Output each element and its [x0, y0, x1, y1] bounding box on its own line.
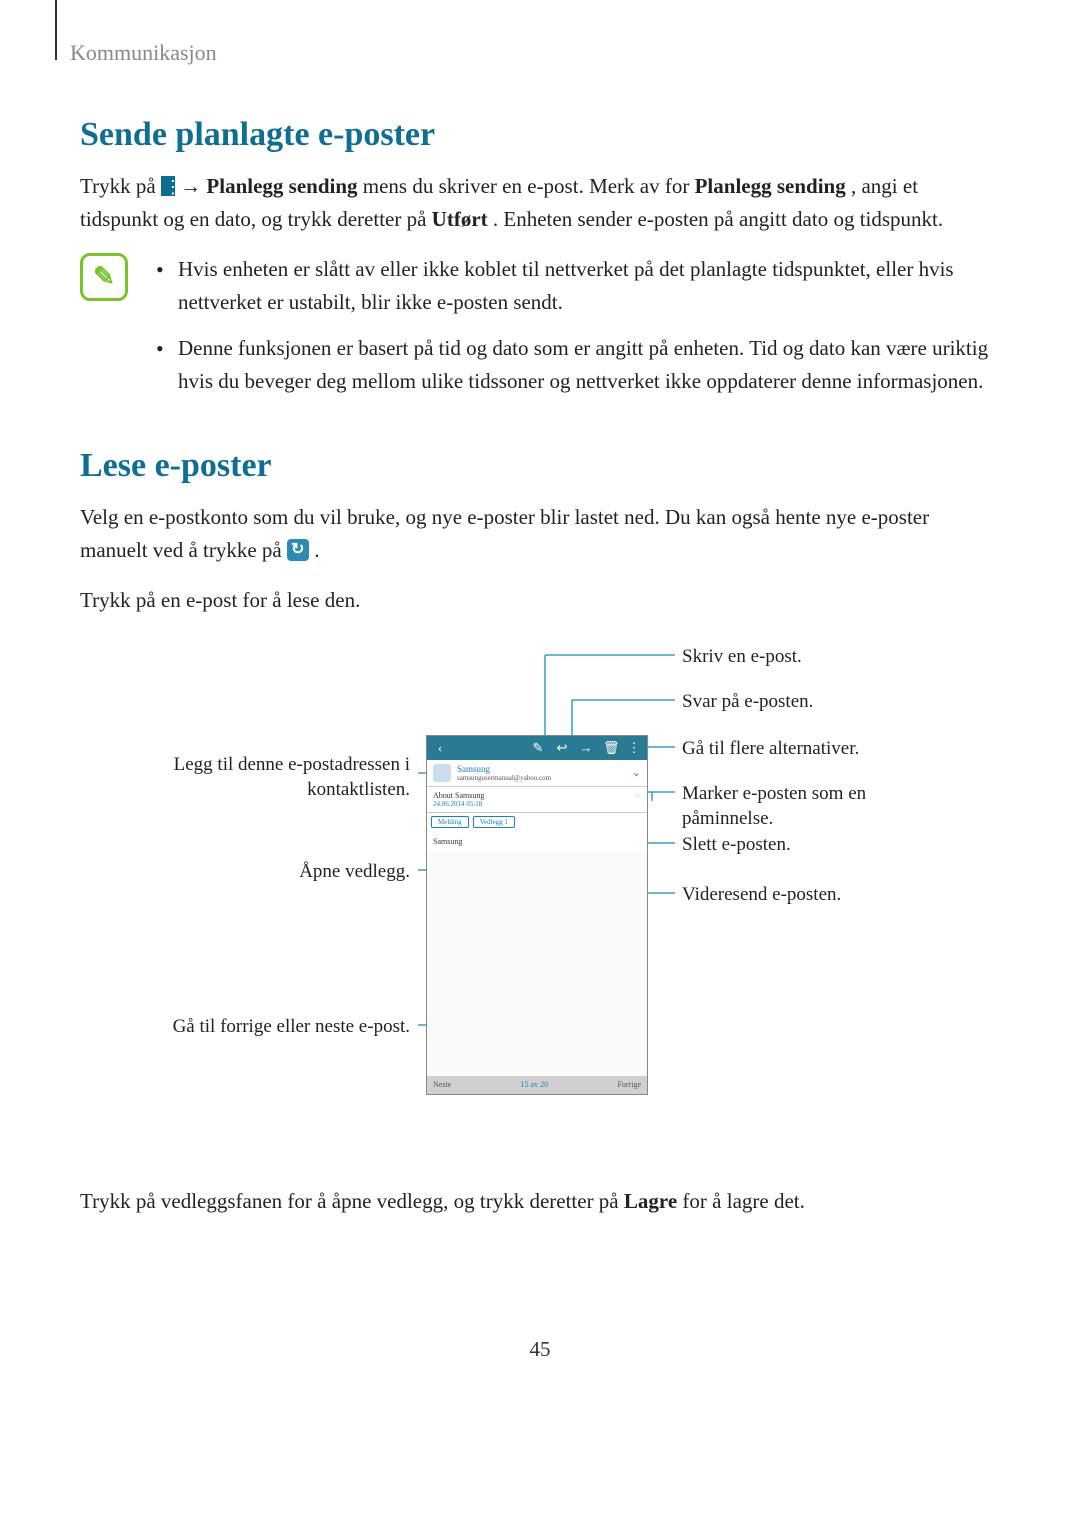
text-bold: Planlegg sending: [695, 174, 846, 198]
nav-next-button[interactable]: Forrige: [617, 1080, 641, 1089]
header-rule: [55, 0, 57, 60]
phone-tabs: Melding Vedlegg 1: [427, 813, 647, 831]
tab-attachment[interactable]: Vedlegg 1: [473, 816, 515, 828]
sender-email: samsungusermanual@yahoo.com: [457, 774, 551, 782]
send-paragraph: Trykk på → Planlegg sending mens du skri…: [80, 170, 1000, 235]
nav-prev-button[interactable]: Neste: [433, 1080, 451, 1089]
callout-addcontact: Legg til denne e-postadressen i kontaktl…: [110, 753, 410, 802]
text: for å lagre det.: [682, 1189, 804, 1213]
callout-star: Marker e-posten som en påminnelse.: [682, 782, 912, 831]
phone-toolbar: ‹ ✎ ↩ → 🗑 ⋮: [427, 736, 647, 760]
text: Velg en e-postkonto som du vil bruke, og…: [80, 505, 929, 562]
tab-message[interactable]: Melding: [431, 816, 469, 828]
attachment-paragraph: Trykk på vedleggsfanen for å åpne vedleg…: [80, 1185, 1000, 1218]
phone-screenshot: ‹ ✎ ↩ → 🗑 ⋮ Samsung samsungusermanual@ya…: [426, 735, 648, 1095]
text: .: [314, 538, 319, 562]
breadcrumb: Kommunikasjon: [70, 40, 1000, 66]
text: . Enheten sender e-posten på angitt dato…: [493, 207, 943, 231]
callout-more: Gå til flere alternativer.: [682, 737, 859, 762]
back-icon[interactable]: ‹: [433, 741, 447, 755]
callout-reply: Svar på e-posten.: [682, 690, 813, 715]
delete-icon[interactable]: 🗑: [603, 741, 617, 755]
text-bold: Planlegg sending: [206, 174, 357, 198]
menu-icon: [161, 176, 175, 196]
text: →: [180, 174, 206, 198]
page-number: 45: [80, 1337, 1000, 1362]
text-bold: Lagre: [624, 1189, 677, 1213]
callout-forward: Videresend e-posten.: [682, 883, 841, 908]
callout-compose: Skriv en e-post.: [682, 645, 802, 670]
subject-text: About Samsung: [433, 791, 484, 800]
datetime-text: 24.06.2014 05:18: [433, 800, 484, 808]
reply-icon[interactable]: ↩: [555, 741, 569, 755]
sender-row[interactable]: Samsung samsungusermanual@yahoo.com ⌄: [427, 760, 647, 787]
text-bold: Utført: [432, 207, 488, 231]
note-list: Hvis enheten er slått av eller ikke kobl…: [150, 253, 1000, 411]
note-icon: ✎: [80, 253, 128, 301]
note-item: Denne funksjonen er basert på tid og dat…: [150, 332, 1000, 397]
compose-icon[interactable]: ✎: [531, 741, 545, 755]
email-diagram: ‹ ✎ ↩ → 🗑 ⋮ Samsung samsungusermanual@ya…: [80, 635, 1000, 1155]
note-item: Hvis enheten er slått av eller ikke kobl…: [150, 253, 1000, 318]
refresh-icon: [287, 539, 309, 561]
text: mens du skriver en e-post. Merk av for: [363, 174, 695, 198]
text: Trykk på: [80, 174, 161, 198]
sender-name: Samsung: [457, 764, 551, 774]
avatar: [433, 764, 451, 782]
section-title-read: Lese e-poster: [80, 447, 1000, 485]
note-block: ✎ Hvis enheten er slått av eller ikke ko…: [80, 253, 1000, 411]
nav-counter: 15 av 20: [521, 1080, 549, 1089]
more-icon[interactable]: ⋮: [627, 741, 641, 755]
email-body: Samsung: [427, 831, 647, 852]
star-icon[interactable]: ☆: [634, 791, 641, 808]
subject-row: About Samsung 24.06.2014 05:18 ☆: [427, 787, 647, 813]
section-title-send: Sende planlagte e-poster: [80, 116, 1000, 154]
forward-icon[interactable]: →: [579, 741, 593, 755]
callout-attach: Åpne vedlegg.: [110, 860, 410, 885]
callout-delete: Slett e-posten.: [682, 833, 791, 858]
read-paragraph-1: Velg en e-postkonto som du vil bruke, og…: [80, 501, 1000, 566]
phone-nav-bar: Neste 15 av 20 Forrige: [427, 1076, 647, 1094]
chevron-down-icon[interactable]: ⌄: [632, 766, 641, 779]
read-paragraph-2: Trykk på en e-post for å lese den.: [80, 584, 1000, 617]
callout-nav: Gå til forrige eller neste e-post.: [110, 1015, 410, 1040]
text: Trykk på vedleggsfanen for å åpne vedleg…: [80, 1189, 624, 1213]
